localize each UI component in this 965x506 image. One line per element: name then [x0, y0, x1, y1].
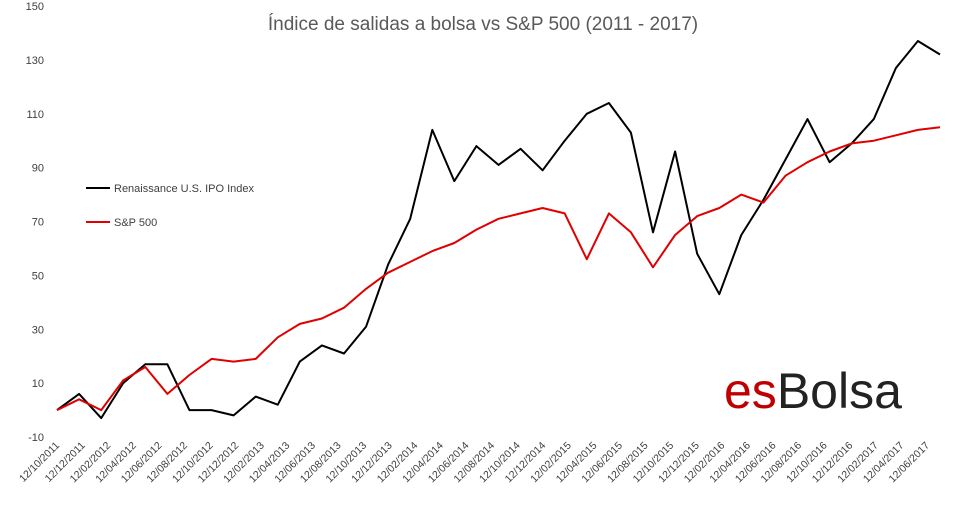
legend-label-sp500: S&P 500: [114, 217, 157, 229]
y-axis-ticks: 150 130 110 90 70 50 30 10 -10: [26, 1, 44, 444]
y-tick-label: 50: [32, 270, 44, 282]
y-tick-label: -10: [28, 432, 44, 444]
chart-title: Índice de salidas a bolsa vs S&P 500 (20…: [268, 14, 698, 35]
legend-label-ipo: Renaissance U.S. IPO Index: [114, 183, 255, 195]
series-lines: [56, 40, 941, 420]
y-tick-label: 110: [26, 109, 44, 121]
esbolsa-watermark: esBolsa: [724, 363, 902, 419]
y-tick-label: 10: [32, 378, 44, 390]
legend: Renaissance U.S. IPO Index S&P 500: [86, 183, 255, 229]
y-tick-label: 70: [32, 217, 44, 229]
series-line-sp500: [56, 126, 941, 412]
series-line-ipo-index: [56, 40, 941, 420]
y-tick-label: 130: [26, 55, 44, 67]
y-tick-label: 150: [26, 1, 44, 13]
watermark-es: es: [724, 363, 777, 419]
y-tick-label: 90: [32, 163, 44, 175]
watermark-bolsa: Bolsa: [777, 363, 902, 419]
y-tick-label: 30: [32, 324, 44, 336]
